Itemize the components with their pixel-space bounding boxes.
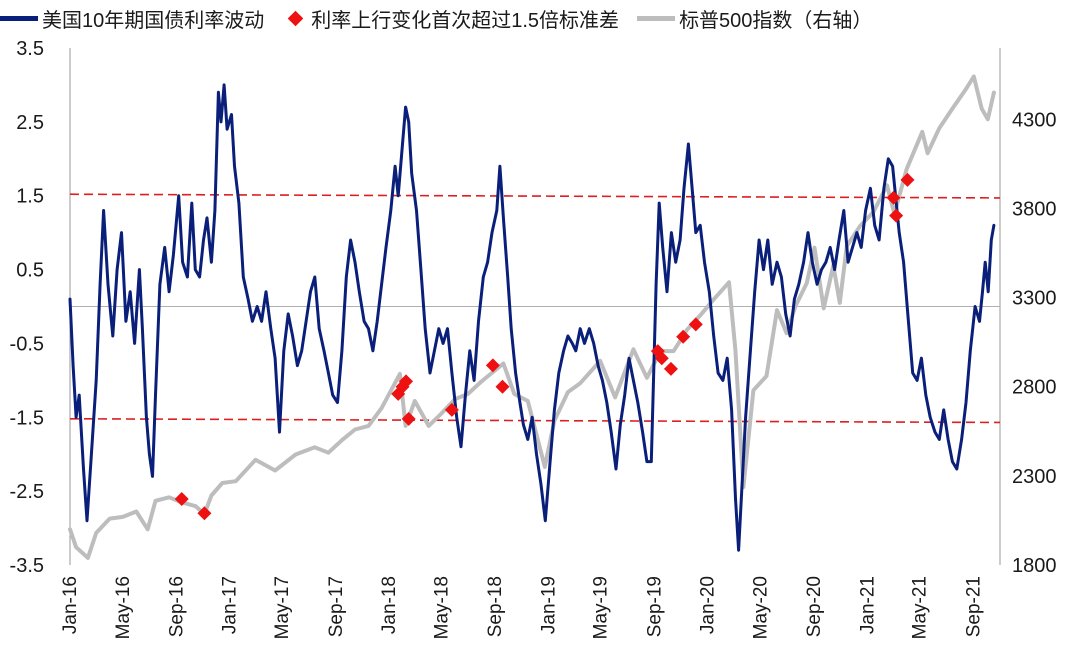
first-breach-marker xyxy=(886,190,901,205)
legend-swatch-rate-volatility xyxy=(0,15,38,21)
threshold-line xyxy=(69,193,1001,199)
y-left-tick-label: 2.5 xyxy=(16,112,44,134)
y-right-tick-label: 2800 xyxy=(1012,377,1057,399)
y-left-tick-label: -0.5 xyxy=(10,333,44,355)
x-tick-label: Sep-16 xyxy=(166,576,187,637)
first-breach-marker xyxy=(688,317,703,332)
y-right-tick-label: 2300 xyxy=(1012,466,1057,488)
y-right-tick-label: 1800 xyxy=(1012,555,1057,577)
legend-item-sp500: 标普500指数（右轴） xyxy=(637,4,872,33)
x-tick-label: Jan-20 xyxy=(698,576,719,634)
y-right-tick-label: 3800 xyxy=(1012,198,1057,220)
reference-lines-layer xyxy=(69,193,1001,424)
x-tick-label: Jan-21 xyxy=(857,576,878,634)
series-layer xyxy=(68,74,996,560)
legend-item-first-breach: 利率上行变化首次超过1.5倍标准差 xyxy=(282,4,619,33)
first-breach-marker xyxy=(676,329,691,344)
first-breach-marker xyxy=(197,506,212,521)
x-tick-label: Sep-17 xyxy=(326,576,347,637)
first-breach-marker xyxy=(399,374,414,389)
legend-label-first-breach: 利率上行变化首次超过1.5倍标准差 xyxy=(311,9,620,32)
y-left-tick-label: 3.5 xyxy=(16,38,44,60)
y-left-tick-label: 1.5 xyxy=(16,186,44,208)
x-tick-label: May-20 xyxy=(750,576,771,639)
y-right-tick-label: 4300 xyxy=(1012,109,1057,131)
first-breach-marker xyxy=(495,379,510,394)
x-tick-label: May-21 xyxy=(910,576,931,639)
sp500-series-line xyxy=(68,74,996,560)
x-tick-label: Jan-16 xyxy=(60,576,81,634)
markers-layer xyxy=(174,172,915,521)
legend-swatch-sp500 xyxy=(637,15,676,21)
x-tick-label: May-17 xyxy=(272,576,293,639)
y-left-tick-label: -1.5 xyxy=(10,407,44,429)
y-left-tick-label: 0.5 xyxy=(16,260,44,282)
legend-label-sp500: 标普500指数（右轴） xyxy=(679,9,873,32)
legend-item-rate-volatility: 美国10年期国债利率波动 xyxy=(0,4,264,33)
legend: 美国10年期国债利率波动 利率上行变化首次超过1.5倍标准差 标普500指数（右… xyxy=(0,4,890,32)
first-breach-marker xyxy=(401,411,416,426)
x-tick-label: Jan-19 xyxy=(538,576,559,634)
x-tick-label: Jan-17 xyxy=(220,576,241,634)
x-tick-label: Sep-18 xyxy=(485,576,506,637)
y-left-tick-label: -3.5 xyxy=(10,555,44,577)
x-tick-label: May-16 xyxy=(113,576,134,639)
first-breach-marker xyxy=(900,172,915,187)
axes-layer xyxy=(69,48,1001,565)
first-breach-marker xyxy=(444,402,459,417)
first-breach-marker xyxy=(654,351,669,366)
first-breach-marker xyxy=(174,492,189,507)
y-right-tick-label: 3300 xyxy=(1012,288,1057,310)
first-breach-marker xyxy=(663,361,678,376)
x-tick-label: Sep-20 xyxy=(804,576,825,637)
legend-label-rate-volatility: 美国10年期国债利率波动 xyxy=(42,9,265,32)
x-tick-label: May-19 xyxy=(591,576,612,639)
rate-volatility-series-line xyxy=(68,83,996,552)
y-left-tick-label: -2.5 xyxy=(10,481,44,503)
first-breach-marker xyxy=(485,358,500,373)
x-tick-label: Sep-19 xyxy=(644,576,665,637)
x-tick-label: Sep-21 xyxy=(963,576,984,637)
threshold-line xyxy=(69,417,1001,424)
x-tick-label: May-18 xyxy=(431,576,452,639)
x-tick-label: Jan-18 xyxy=(379,576,400,634)
tick-labels-layer: 3.5 2.5 1.5 0.5 -0.5 -1.5 -2.5 -3.5 4300 3800 3300… xyxy=(10,38,1057,639)
first-breach-marker xyxy=(889,208,904,223)
